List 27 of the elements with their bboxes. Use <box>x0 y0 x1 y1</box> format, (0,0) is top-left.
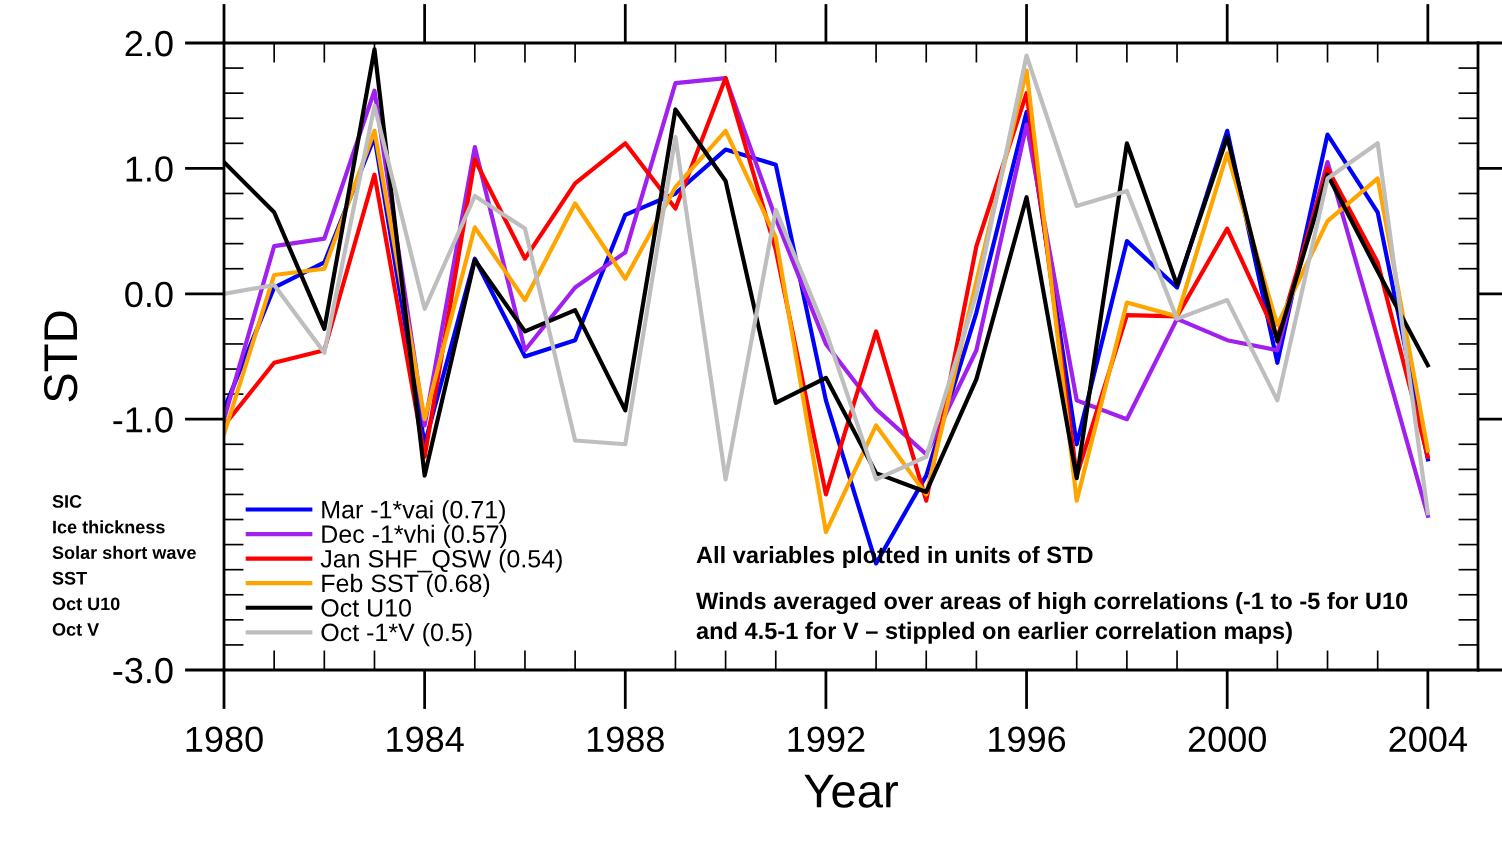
y-tick-label: -3.0 <box>113 657 173 684</box>
text: Solar short wave <box>52 545 196 560</box>
x-axis-title: Year <box>804 774 898 808</box>
legend-label: Jan SHF_QSW (0.54) <box>320 549 562 573</box>
x-tick-label: 1992 <box>788 726 865 753</box>
y-tick-label: 0.0 <box>125 281 173 308</box>
text: Oct V <box>52 623 100 636</box>
legend-label: Mar -1*vai (0.71) <box>322 500 505 524</box>
y-tick-label: 1.0 <box>126 156 173 182</box>
legend-label: Feb SST (0.68) <box>322 573 490 598</box>
x-tick-label: 2000 <box>1188 726 1266 753</box>
legend-label: Oct U10 <box>321 599 411 617</box>
y-axis-title: STD <box>44 311 78 402</box>
x-tick-label: 2004 <box>1389 726 1467 753</box>
legend-label: Dec -1*vhi (0.57) <box>322 524 507 548</box>
text: SST <box>52 571 87 585</box>
text: Oct U10 <box>52 597 120 611</box>
x-tick-label: 1980 <box>186 726 263 753</box>
annotation: Winds averaged over areas of high correlations (-1 to -5 for U10 and 4.5-1 for V – stippled on earlier correlation maps) <box>696 592 1408 644</box>
y-tick-label: -1.0 <box>113 407 173 433</box>
x-tick-label: 1984 <box>387 726 464 753</box>
text: Ice thickness <box>53 520 165 534</box>
legend-label: Oct -1*V (0.5) <box>321 622 472 647</box>
x-tick-label: 1988 <box>587 726 664 753</box>
y-tick-label: 2.0 <box>125 30 173 57</box>
x-tick-label: 1996 <box>989 726 1066 753</box>
text: SIC <box>52 495 82 508</box>
